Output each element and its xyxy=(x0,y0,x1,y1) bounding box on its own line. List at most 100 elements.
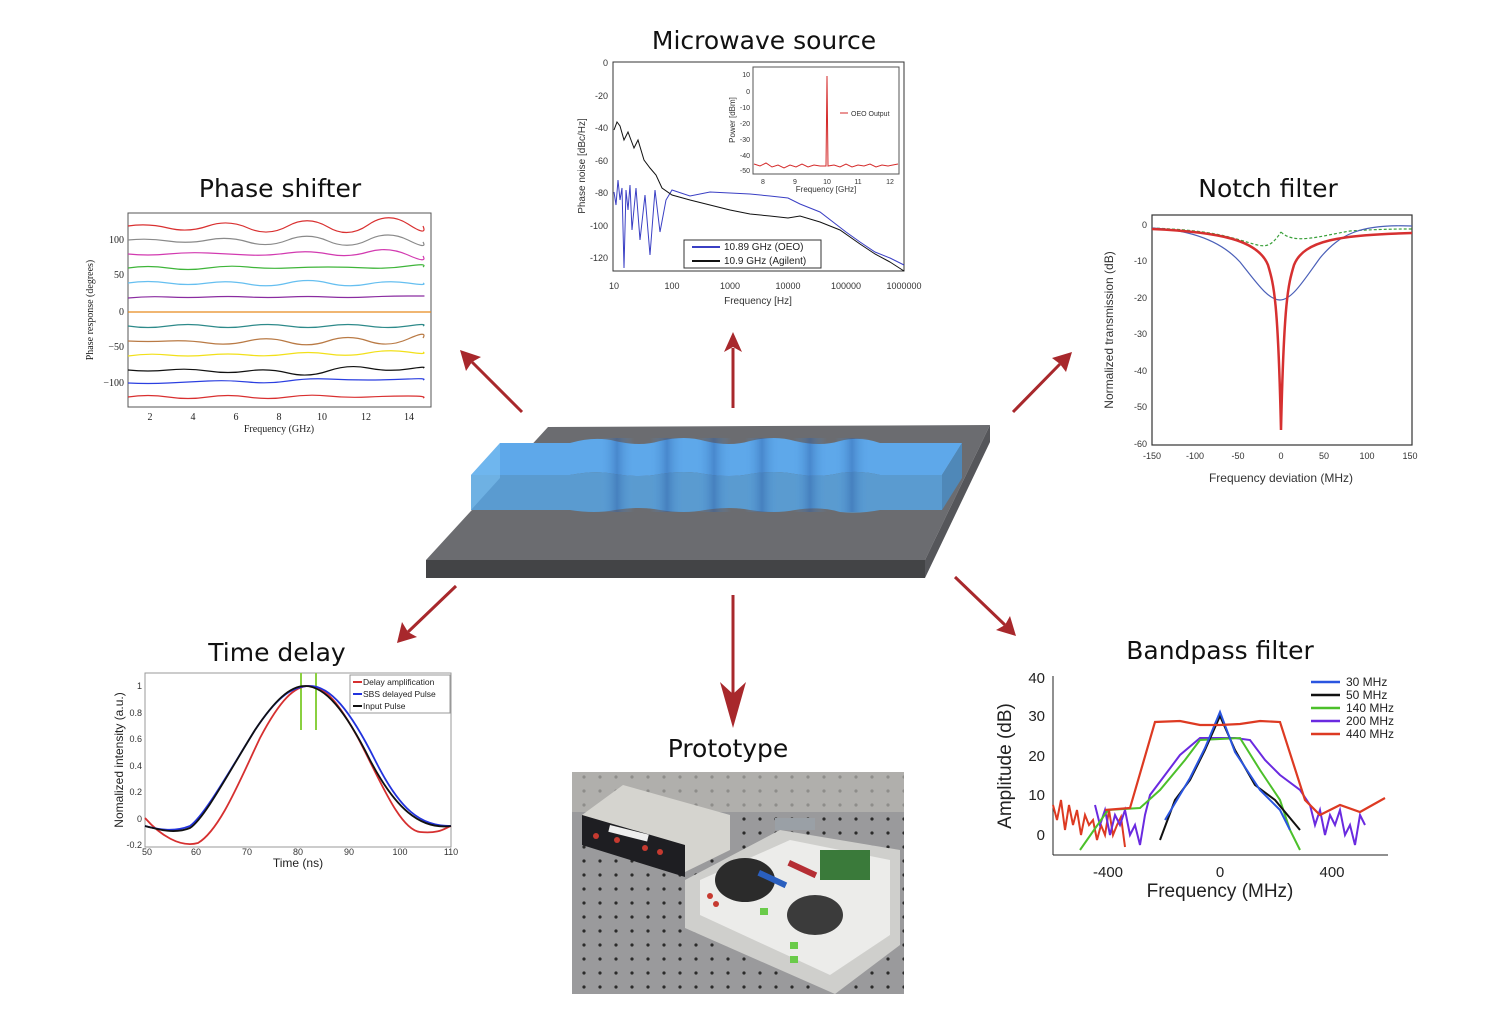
arrow-to-microwave-source xyxy=(724,332,742,408)
svg-text:-400: -400 xyxy=(1093,864,1123,881)
prototype-title: Prototype xyxy=(667,734,789,763)
svg-text:-100: -100 xyxy=(590,221,608,231)
svg-text:OEO Output: OEO Output xyxy=(851,111,890,118)
svg-text:Time (ns): Time (ns) xyxy=(273,856,323,870)
svg-text:50 MHz: 50 MHz xyxy=(1346,688,1387,702)
arrow-to-prototype xyxy=(720,595,746,728)
svg-text:4: 4 xyxy=(191,412,196,423)
svg-text:8: 8 xyxy=(761,179,765,186)
svg-text:-30: -30 xyxy=(1134,329,1147,339)
svg-text:0.4: 0.4 xyxy=(129,761,142,771)
svg-text:12: 12 xyxy=(886,179,894,186)
svg-text:50: 50 xyxy=(1319,451,1329,461)
svg-text:0: 0 xyxy=(603,58,608,68)
svg-text:140 MHz: 140 MHz xyxy=(1346,701,1394,715)
svg-text:12: 12 xyxy=(361,412,371,423)
svg-text:100000: 100000 xyxy=(831,281,861,291)
svg-text:Delay amplification: Delay amplification xyxy=(363,677,435,687)
svg-text:10: 10 xyxy=(823,179,831,186)
svg-text:6: 6 xyxy=(234,412,239,423)
svg-text:10: 10 xyxy=(609,281,619,291)
svg-text:1: 1 xyxy=(137,681,142,691)
legend-oeo: 10.89 GHz (OEO) xyxy=(724,242,803,253)
svg-text:10: 10 xyxy=(317,412,327,423)
arrow-to-notch-filter xyxy=(1011,352,1072,414)
svg-text:10: 10 xyxy=(1028,787,1045,804)
svg-text:SBS delayed Pulse: SBS delayed Pulse xyxy=(363,689,436,699)
svg-text:-60: -60 xyxy=(595,156,608,166)
svg-text:-10: -10 xyxy=(740,105,750,112)
svg-text:150: 150 xyxy=(1402,451,1417,461)
time-delay-title: Time delay xyxy=(208,638,346,667)
svg-text:8: 8 xyxy=(277,412,282,423)
svg-text:-20: -20 xyxy=(1134,293,1147,303)
microwave-ylabel: Phase noise [dBc/Hz] xyxy=(577,118,588,214)
svg-text:-150: -150 xyxy=(1143,451,1161,461)
svg-text:0: 0 xyxy=(119,307,124,318)
svg-text:Power [dBm]: Power [dBm] xyxy=(728,97,737,143)
svg-text:440 MHz: 440 MHz xyxy=(1346,727,1394,741)
svg-text:1000: 1000 xyxy=(720,281,740,291)
svg-text:-40: -40 xyxy=(1134,366,1147,376)
svg-text:-20: -20 xyxy=(740,121,750,128)
svg-text:100: 100 xyxy=(109,235,124,246)
svg-text:-40: -40 xyxy=(740,153,750,160)
svg-text:9: 9 xyxy=(793,179,797,186)
svg-text:Frequency deviation (MHz): Frequency deviation (MHz) xyxy=(1209,471,1353,485)
svg-text:Input Pulse: Input Pulse xyxy=(363,701,406,711)
svg-text:0: 0 xyxy=(137,814,142,824)
svg-text:0: 0 xyxy=(1037,827,1045,844)
svg-text:70: 70 xyxy=(242,847,252,857)
svg-text:-50: -50 xyxy=(1134,402,1147,412)
microwave-source-title: Microwave source xyxy=(651,26,877,55)
svg-text:90: 90 xyxy=(344,847,354,857)
svg-text:Frequency (GHz): Frequency (GHz) xyxy=(244,424,314,435)
svg-text:Frequency [GHz]: Frequency [GHz] xyxy=(796,185,856,194)
svg-text:Normalized transmission (dB): Normalized transmission (dB) xyxy=(1102,251,1116,408)
svg-text:−100: −100 xyxy=(103,378,124,389)
svg-text:-50: -50 xyxy=(1231,451,1244,461)
arrow-to-phase-shifter xyxy=(460,350,524,414)
svg-text:50: 50 xyxy=(114,270,124,281)
svg-text:50: 50 xyxy=(142,847,152,857)
svg-text:-40: -40 xyxy=(595,123,608,133)
legend-agilent: 10.9 GHz (Agilent) xyxy=(724,256,806,267)
svg-text:0.6: 0.6 xyxy=(129,734,142,744)
svg-text:0.2: 0.2 xyxy=(129,787,142,797)
arrow-to-bandpass-filter xyxy=(953,575,1016,636)
svg-text:Amplitude (dB): Amplitude (dB) xyxy=(995,703,1016,829)
phase-shifter-title: Phase shifter xyxy=(198,174,362,203)
svg-text:11: 11 xyxy=(854,179,861,186)
svg-text:-120: -120 xyxy=(590,253,608,263)
svg-text:400: 400 xyxy=(1319,864,1344,881)
svg-text:-60: -60 xyxy=(1134,439,1147,449)
svg-text:30: 30 xyxy=(1028,708,1045,725)
svg-text:30 MHz: 30 MHz xyxy=(1346,675,1387,689)
svg-text:2: 2 xyxy=(148,412,153,423)
svg-text:Phase response (degrees): Phase response (degrees) xyxy=(85,260,96,361)
svg-text:200 MHz: 200 MHz xyxy=(1346,714,1394,728)
svg-text:20: 20 xyxy=(1028,748,1045,765)
svg-text:40: 40 xyxy=(1028,670,1045,687)
svg-text:0: 0 xyxy=(1216,864,1224,881)
svg-text:1000000: 1000000 xyxy=(886,281,921,291)
svg-text:0: 0 xyxy=(1278,451,1283,461)
svg-text:−50: −50 xyxy=(108,342,124,353)
svg-text:-30: -30 xyxy=(740,137,750,144)
svg-text:10000: 10000 xyxy=(775,281,800,291)
svg-text:-50: -50 xyxy=(740,168,750,175)
svg-text:100: 100 xyxy=(392,847,407,857)
svg-text:60: 60 xyxy=(191,847,201,857)
svg-text:-0.2: -0.2 xyxy=(126,840,142,850)
svg-text:0: 0 xyxy=(746,89,750,96)
svg-text:80: 80 xyxy=(293,847,303,857)
svg-text:10: 10 xyxy=(742,72,750,79)
